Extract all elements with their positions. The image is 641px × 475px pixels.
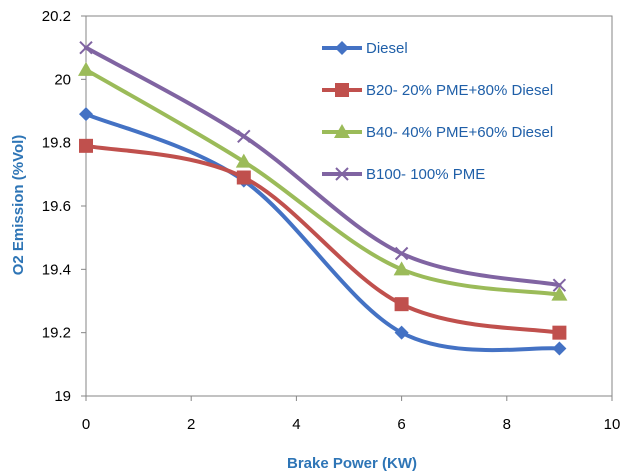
series-0 xyxy=(79,107,567,356)
x-tick-label: 10 xyxy=(604,416,621,433)
legend-item: B100- 100% PME xyxy=(322,166,485,183)
series-line xyxy=(84,143,562,335)
legend-label: Diesel xyxy=(366,40,408,57)
series-line xyxy=(84,67,562,297)
y-tick-label: 19 xyxy=(54,388,71,405)
y-tick-label: 19.8 xyxy=(42,135,71,152)
legend-marker xyxy=(335,83,349,97)
series-layer xyxy=(78,40,568,356)
series-3 xyxy=(79,40,567,292)
legend-marker xyxy=(335,167,349,181)
data-point xyxy=(394,325,409,340)
legend: Diesel B20- 20% PME+80% Diesel B40- 40% PM… xyxy=(322,40,553,183)
y-tick-label: 20 xyxy=(54,71,71,88)
series-1 xyxy=(79,138,567,340)
legend-label: B20- 20% PME+80% Diesel xyxy=(366,82,553,99)
y-axis-title: O2 Emission (%Vol) xyxy=(10,135,27,276)
data-point xyxy=(552,325,567,340)
data-point xyxy=(79,138,93,153)
data-point xyxy=(394,297,409,312)
y-tick-label: 19.4 xyxy=(42,261,71,278)
plot-frame xyxy=(85,15,613,397)
data-point xyxy=(552,341,567,356)
data-point xyxy=(394,246,409,261)
x-tick-label: 8 xyxy=(503,416,511,433)
data-point xyxy=(236,170,251,185)
series-2 xyxy=(78,61,568,301)
plot-area xyxy=(85,15,613,397)
data-point xyxy=(79,40,93,55)
series-line xyxy=(84,112,562,353)
legend-item: B40- 40% PME+60% Diesel xyxy=(322,124,553,141)
legend-marker xyxy=(334,124,350,138)
x-tick-label: 4 xyxy=(292,416,300,433)
data-point xyxy=(79,107,93,122)
legend-item: B20- 20% PME+80% Diesel xyxy=(322,82,553,99)
y-tick-label: 19.6 xyxy=(42,198,71,215)
x-tick-label: 6 xyxy=(397,416,405,433)
x-tick-label: 0 xyxy=(82,416,90,433)
series-line xyxy=(84,45,562,288)
legend-label: B100- 100% PME xyxy=(366,166,485,183)
data-point xyxy=(78,61,94,76)
y-tick-label: 19.2 xyxy=(42,325,71,342)
data-point xyxy=(551,286,568,301)
x-tick-label: 2 xyxy=(187,416,195,433)
x-axis-ticks: 0 2 4 6 8 10 xyxy=(82,396,621,433)
data-point xyxy=(237,129,251,144)
y-axis-ticks: 19 19.2 19.4 19.6 19.8 20 20.2 xyxy=(42,8,86,405)
legend-item: Diesel xyxy=(322,40,408,57)
data-point xyxy=(552,278,567,292)
legend-label: B40- 40% PME+60% Diesel xyxy=(366,124,553,141)
legend-marker xyxy=(335,41,349,55)
x-axis-title: Brake Power (KW) xyxy=(287,455,417,472)
data-point xyxy=(393,261,410,276)
y-tick-label: 20.2 xyxy=(42,8,71,25)
data-point xyxy=(235,153,252,168)
